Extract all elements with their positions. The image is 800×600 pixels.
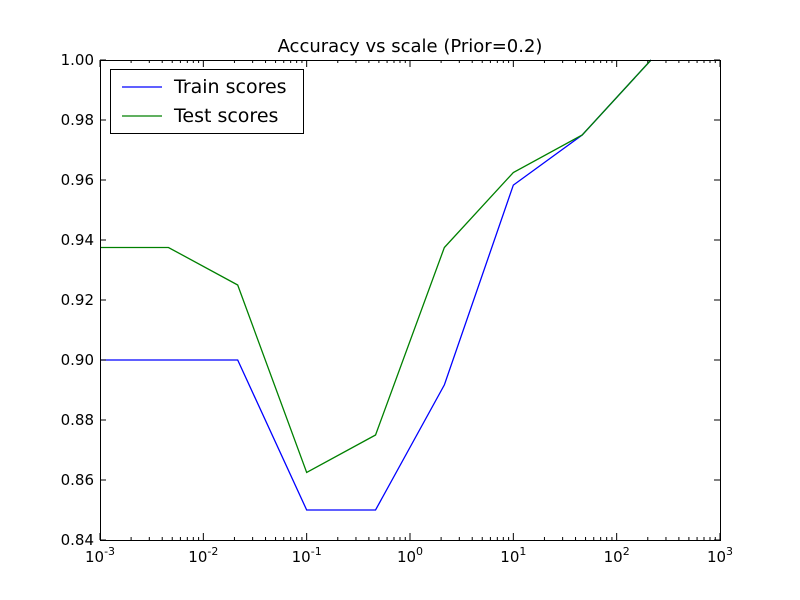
- series-layer: [100, 59, 652, 511]
- plot-frame: [100, 60, 721, 541]
- x-tick-label: 102: [604, 545, 630, 566]
- x-tick-label: 10-3: [85, 545, 115, 566]
- y-tick-label: 1.00: [61, 51, 94, 69]
- x-tick-label: 10-1: [292, 545, 322, 566]
- y-tick-label: 0.90: [61, 351, 94, 369]
- y-tick-label: 0.84: [61, 531, 94, 549]
- x-tick-label: 101: [500, 545, 526, 566]
- tick-layer: 0.84 0.86 0.88 0.90 0.92 0.94 0.96 0.98 1.00 10-3…: [61, 51, 733, 566]
- legend-box: [110, 69, 304, 134]
- y-tick-label: 0.92: [61, 291, 94, 309]
- y-tick-label: 0.96: [61, 171, 94, 189]
- y-tick-label: 0.94: [61, 231, 94, 249]
- x-tick-label: 100: [397, 545, 423, 566]
- x-tick-label: 10-2: [188, 545, 218, 566]
- legend-label-test: Test scores: [173, 105, 278, 127]
- chart-title: Accuracy vs scale (Prior=0.2): [278, 36, 543, 57]
- legend-label-train: Train scores: [173, 76, 287, 98]
- y-tick-label: 0.88: [61, 411, 94, 429]
- series-line-train-scores: [100, 59, 652, 511]
- series-line-test-scores: [100, 59, 652, 474]
- legend: Train scores Test scores: [110, 69, 304, 134]
- x-tick-label: 103: [707, 545, 733, 566]
- y-tick-label: 0.86: [61, 471, 94, 489]
- y-tick-label: 0.98: [61, 111, 94, 129]
